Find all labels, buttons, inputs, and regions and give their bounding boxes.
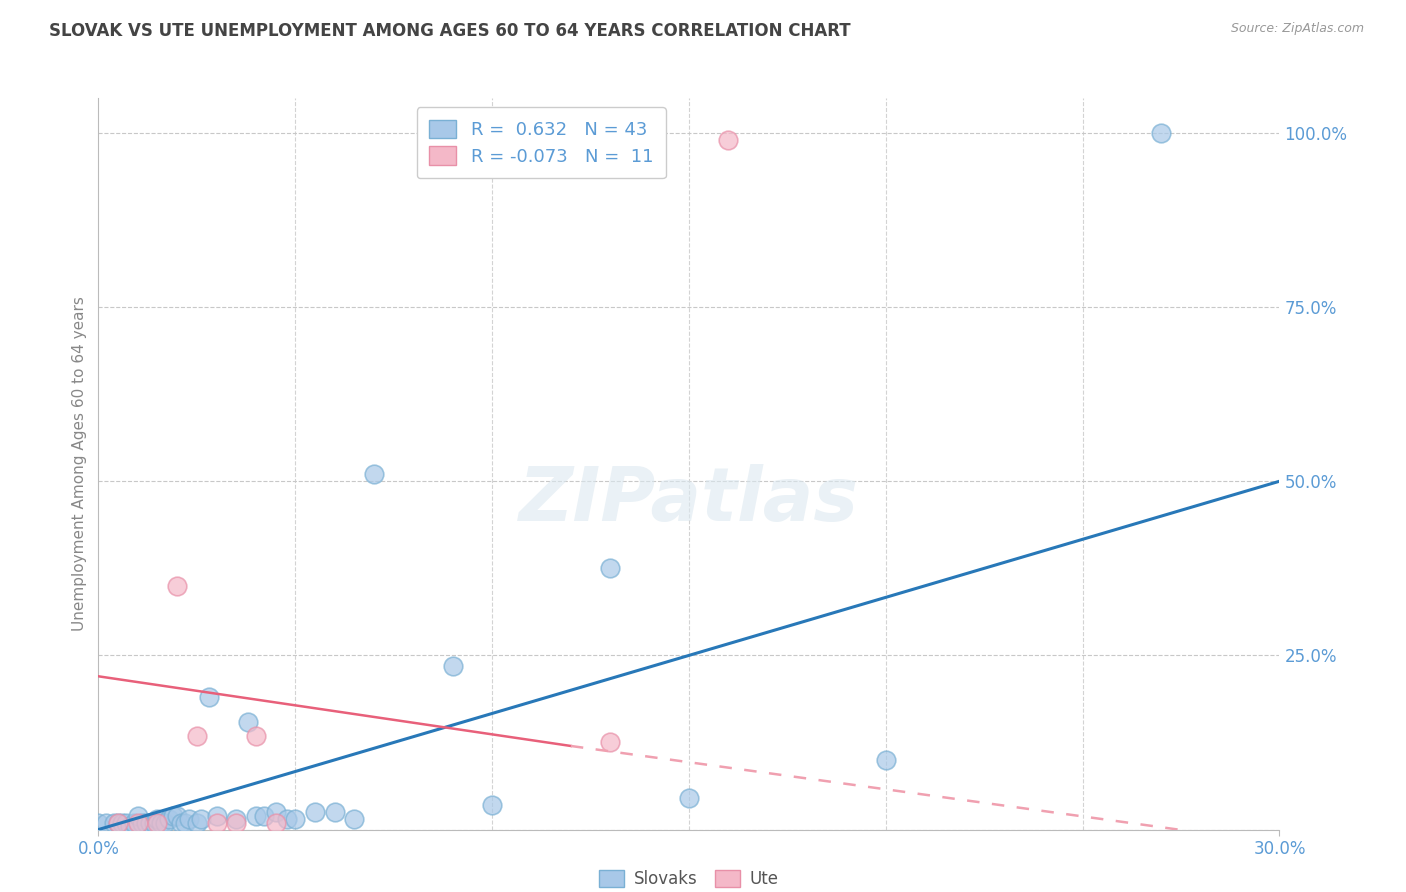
Legend: Slovaks, Ute: Slovaks, Ute (592, 863, 786, 892)
Point (111, 815, 134, 830)
Point (1150, 126, 1173, 140)
Point (157, 812, 180, 826)
Text: Source: ZipAtlas.com: Source: ZipAtlas.com (1230, 22, 1364, 36)
Point (304, 805, 326, 819)
Point (118, 819, 141, 833)
Point (115, 815, 138, 830)
Point (135, 815, 157, 830)
Point (323, 805, 346, 819)
Point (150, 815, 173, 830)
Point (96, 815, 118, 830)
Point (186, 729, 208, 743)
Point (245, 808, 267, 822)
Point (142, 815, 165, 830)
Text: SLOVAK VS UTE UNEMPLOYMENT AMONG AGES 60 TO 64 YEARS CORRELATION CHART: SLOVAK VS UTE UNEMPLOYMENT AMONG AGES 60… (49, 22, 851, 40)
Point (170, 815, 193, 830)
Point (146, 815, 169, 830)
Point (599, 735, 621, 749)
Point (253, 808, 276, 822)
Point (174, 815, 197, 830)
Point (284, 812, 307, 826)
Point (177, 812, 200, 826)
Point (717, 133, 740, 147)
Point (127, 815, 149, 830)
Point (481, 798, 503, 813)
Point (103, 815, 125, 830)
Point (131, 815, 153, 830)
Point (197, 690, 219, 705)
Y-axis label: Unemployment Among Ages 60 to 64 years: Unemployment Among Ages 60 to 64 years (72, 296, 87, 632)
Point (87, 815, 110, 830)
Text: ZIPatlas: ZIPatlas (519, 464, 859, 537)
Point (138, 815, 160, 830)
Point (343, 812, 366, 826)
Point (264, 805, 287, 819)
Point (127, 808, 149, 822)
Point (190, 812, 212, 826)
Point (225, 812, 247, 826)
Point (276, 812, 298, 826)
Point (441, 658, 464, 673)
Point (678, 791, 700, 805)
Point (146, 812, 169, 826)
Point (107, 815, 129, 830)
Point (186, 815, 208, 830)
Point (166, 808, 188, 822)
Point (363, 467, 385, 482)
Point (245, 729, 267, 743)
Point (599, 561, 621, 575)
Point (264, 815, 287, 830)
Point (155, 815, 177, 830)
Point (162, 808, 184, 822)
Point (205, 815, 228, 830)
Point (225, 815, 247, 830)
Point (236, 714, 259, 729)
Point (166, 579, 188, 593)
Point (122, 815, 145, 830)
Point (205, 808, 228, 822)
Point (107, 815, 129, 830)
Point (875, 753, 897, 767)
